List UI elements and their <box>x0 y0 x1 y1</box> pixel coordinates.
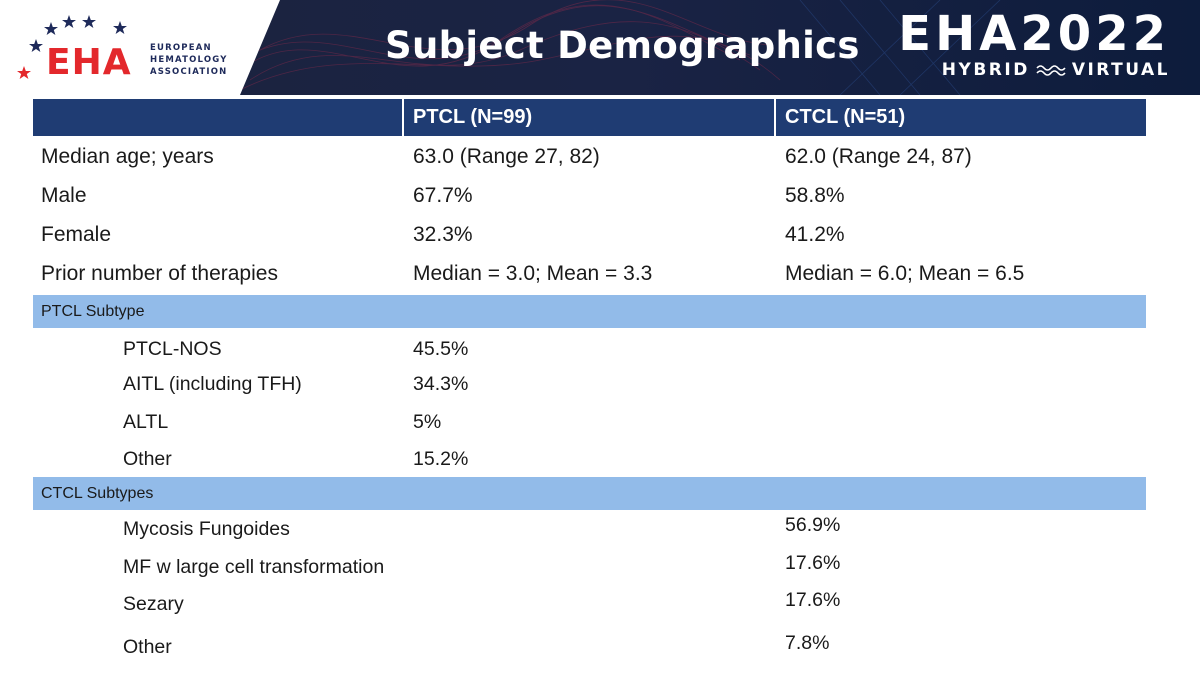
table-header-row: PTCL (N=99) CTCL (N=51) <box>33 99 1146 136</box>
ctcl-value: 58.8% <box>785 184 845 207</box>
row-label: MF w large cell transformation <box>123 556 385 578</box>
column-divider <box>402 99 404 136</box>
event-virtual: VIRTUAL <box>1071 60 1170 80</box>
wave-pattern-icon <box>240 0 1001 95</box>
section-title: PTCL Subtype <box>41 303 145 320</box>
ptcl-value: 15.2% <box>413 448 469 470</box>
ctcl-value: 17.6% <box>785 552 841 574</box>
row-label: Other <box>123 448 172 470</box>
event-format: HYBRID VIRTUAL <box>898 60 1170 80</box>
row-label: PTCL-NOS <box>123 338 222 360</box>
title-banner <box>240 0 1200 95</box>
ctcl-value: 56.9% <box>785 514 841 536</box>
ctcl-value: 41.2% <box>785 223 845 246</box>
row-label: Mycosis Fungoides <box>123 518 290 540</box>
wave-icon <box>1036 65 1066 76</box>
row-label: Prior number of therapies <box>41 262 278 285</box>
ptcl-value: Median = 3.0; Mean = 3.3 <box>413 262 653 285</box>
ctcl-value: 7.8% <box>785 632 830 654</box>
ptcl-value: 32.3% <box>413 223 473 246</box>
column-header-ctcl: CTCL (N=51) <box>785 106 906 128</box>
ptcl-value: 63.0 (Range 27, 82) <box>413 145 600 168</box>
ptcl-value: 45.5% <box>413 338 469 360</box>
column-divider <box>774 99 776 136</box>
eha2022-logo: EHA2022 HYBRID VIRTUAL <box>898 8 1170 80</box>
eha-sub-line: EUROPEAN <box>150 43 212 53</box>
row-label: Female <box>41 223 112 246</box>
slide-title: Subject Demographics <box>385 24 860 67</box>
row-label: ALTL <box>123 411 169 433</box>
stars-icon <box>17 15 127 79</box>
slide-header: EHA EUROPEAN HEMATOLOGY ASSOCIATION Subj… <box>0 0 1200 95</box>
ptcl-value: 67.7% <box>413 184 473 207</box>
section-band-ptcl: PTCL Subtype <box>33 295 1146 328</box>
row-label: Sezary <box>123 593 184 615</box>
section-band-ctcl: CTCL Subtypes <box>33 477 1146 510</box>
eha-logo: EHA EUROPEAN HEMATOLOGY ASSOCIATION <box>14 10 229 88</box>
eha-sub-line: ASSOCIATION <box>150 67 228 77</box>
row-label: Male <box>41 184 87 207</box>
row-label: AITL (including TFH) <box>123 373 302 395</box>
eha-wordmark: EHA <box>46 42 132 83</box>
event-name: EHA2022 <box>898 6 1170 62</box>
column-header-ptcl: PTCL (N=99) <box>413 106 533 128</box>
eha-sub-line: HEMATOLOGY <box>150 55 228 65</box>
ptcl-value: 5% <box>413 411 442 433</box>
section-title: CTCL Subtypes <box>41 485 154 502</box>
eha-full-name: EUROPEAN HEMATOLOGY ASSOCIATION <box>150 42 228 78</box>
ctcl-value: 17.6% <box>785 589 841 611</box>
event-hybrid: HYBRID <box>941 60 1030 80</box>
row-label: Median age; years <box>41 145 214 168</box>
row-label: Other <box>123 636 172 658</box>
ctcl-value: 62.0 (Range 24, 87) <box>785 145 972 168</box>
ctcl-value: Median = 6.0; Mean = 6.5 <box>785 262 1025 285</box>
ptcl-value: 34.3% <box>413 373 469 395</box>
